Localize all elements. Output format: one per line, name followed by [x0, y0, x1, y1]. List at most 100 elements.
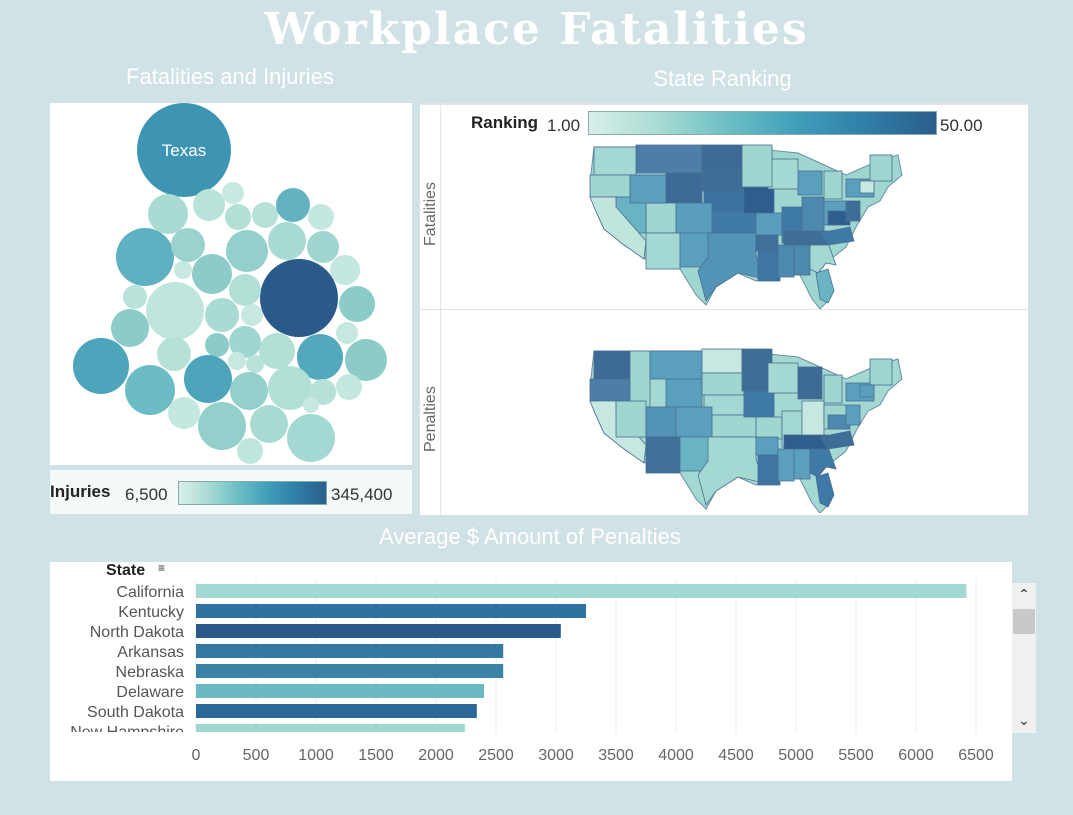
state-region [741, 348, 773, 392]
bubble [184, 355, 232, 403]
bubble [268, 366, 312, 410]
bar-kentucky[interactable] [196, 604, 586, 618]
x-tick-label: 3500 [598, 747, 634, 764]
bubble [229, 326, 261, 358]
state-region [697, 436, 765, 506]
x-tick-label: 5000 [778, 747, 814, 764]
state-region [743, 186, 775, 214]
bubble [250, 405, 288, 443]
state-region [755, 232, 779, 252]
bar-chart-panel: State ≡ California Kentucky North Dakota Ar… [50, 562, 1012, 781]
ranking-legend-max: 50.00 [940, 116, 983, 135]
bar-delaware[interactable] [196, 684, 484, 698]
state-region [869, 358, 893, 386]
x-tick-label: 6000 [898, 747, 934, 764]
bubble [123, 285, 147, 309]
state-region [701, 144, 743, 170]
row-label-penalties: Penalties [422, 386, 439, 452]
bar-arkansas[interactable] [196, 644, 504, 658]
state-region [645, 232, 681, 270]
penalties-map[interactable] [588, 345, 906, 513]
row-divider [420, 309, 1028, 310]
bubble-texas [137, 103, 231, 197]
state-region [675, 406, 713, 438]
bar-south-dakota[interactable] [196, 704, 477, 718]
x-tick-label: 2500 [478, 747, 514, 764]
state-region [793, 448, 811, 480]
x-tick-label: 2000 [418, 747, 454, 764]
ranking-panel-title: State Ranking [653, 66, 792, 91]
scrollbar-thumb[interactable] [1013, 609, 1035, 634]
bar-north-dakota[interactable] [196, 624, 561, 638]
bubble [168, 397, 200, 429]
state-region [589, 378, 631, 402]
category-label: Arkansas [117, 644, 184, 661]
ranking-legend-title: Ranking [471, 113, 539, 132]
state-region [665, 378, 703, 408]
bubble-chart-panel: Texas [50, 103, 412, 465]
state-region [755, 212, 783, 236]
x-tick-label: 3000 [538, 747, 574, 764]
state-region [635, 144, 703, 174]
bubble [116, 228, 174, 286]
category-label: New Hampshire [70, 724, 184, 741]
state-region [859, 384, 875, 398]
category-label: Kentucky [118, 604, 184, 621]
state-region [711, 414, 757, 438]
bubble [330, 255, 360, 285]
state-region [815, 268, 835, 304]
state-region [797, 366, 823, 400]
bubble [303, 397, 319, 413]
bubble [246, 355, 264, 373]
state-region [823, 374, 843, 404]
category-labels: California Kentucky North Dakota Arkansas Ne… [70, 584, 185, 741]
scroll-up-icon[interactable]: ⌃ [1018, 586, 1030, 602]
bar-new-hampshire[interactable] [196, 724, 465, 738]
row-label-fatalities: Fatalities [422, 181, 439, 246]
bubble [336, 322, 358, 344]
state-column-header[interactable]: State [106, 562, 146, 579]
bar-california[interactable] [196, 584, 967, 598]
bar-panel-title: Average $ Amount of Penalties [379, 524, 681, 549]
state-region [711, 210, 757, 234]
injuries-legend-title: Injuries [50, 482, 111, 501]
scroll-down-icon[interactable]: ⌄ [1018, 712, 1030, 728]
bubble-chart[interactable]: Texas [50, 103, 412, 465]
bubble [310, 379, 336, 405]
state-region [589, 174, 631, 198]
bubble [268, 222, 306, 260]
ranking-legend-min: 1.00 [547, 116, 581, 135]
state-region [629, 350, 651, 408]
bars [196, 584, 967, 738]
bubble [230, 372, 268, 410]
bar-nebraska[interactable] [196, 664, 504, 678]
bubble [205, 333, 229, 357]
category-label: North Dakota [90, 624, 184, 641]
state-region [755, 436, 779, 456]
state-region [645, 436, 681, 474]
bubble [171, 228, 205, 262]
bubble [345, 339, 387, 381]
state-region [767, 158, 799, 190]
state-region [589, 196, 647, 260]
bubble [259, 333, 295, 369]
state-region [801, 400, 825, 436]
fatalities-map[interactable] [588, 141, 906, 309]
x-tick-label: 1500 [358, 747, 394, 764]
x-axis-ticks: 0 500 1000 1500 2000 2500 3000 3500 4000 4500 5000… [192, 747, 994, 764]
state-region [593, 350, 637, 380]
category-label: Nebraska [116, 664, 185, 681]
state-region [755, 416, 783, 440]
x-tick-label: 1000 [298, 747, 334, 764]
bubble [226, 230, 268, 272]
state-region [823, 170, 843, 200]
bubble [307, 231, 339, 263]
dashboard-title: Workplace Fatalities [264, 4, 809, 55]
bubble [228, 352, 246, 370]
bubble [297, 334, 343, 380]
state-region [615, 400, 647, 438]
bubble [287, 414, 335, 462]
sort-descending-icon[interactable]: ≡ [158, 561, 166, 575]
state-region [845, 200, 861, 222]
bar-chart-scrollbar[interactable]: ⌃ ⌄ [1012, 583, 1036, 733]
